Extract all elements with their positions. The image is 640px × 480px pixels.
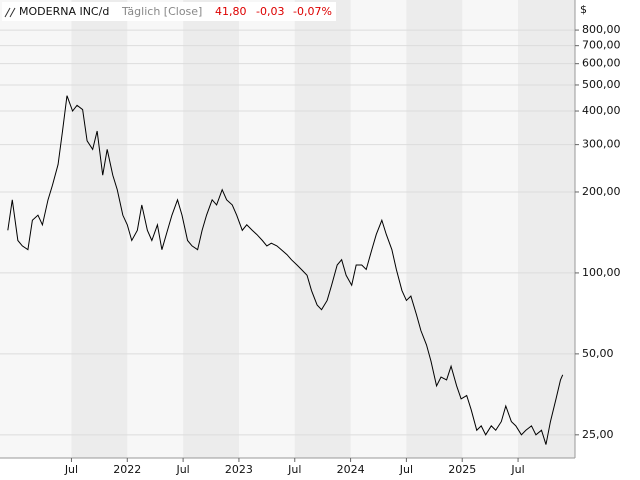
x-tick-label: 2022 xyxy=(113,463,141,476)
x-tick-label: 2024 xyxy=(337,463,365,476)
y-tick-label: 300,00 xyxy=(582,138,621,151)
title: MODERNA INC/d xyxy=(19,5,109,18)
bands xyxy=(71,0,575,458)
change: -0,03 xyxy=(256,5,284,18)
y-tick-label: 400,00 xyxy=(582,104,621,117)
x-tick-label: Jul xyxy=(64,463,78,476)
y-tick-label: 500,00 xyxy=(582,78,621,91)
y-tick-label: 200,00 xyxy=(582,185,621,198)
x-tick-label: Jul xyxy=(510,463,524,476)
last-price: 41,80 xyxy=(215,5,247,18)
subtitle: Täglich [Close] xyxy=(121,5,202,18)
currency: $ xyxy=(580,3,587,16)
price-line xyxy=(7,95,564,445)
grid xyxy=(0,29,575,436)
y-tick-label: 50,00 xyxy=(582,347,614,360)
band xyxy=(71,0,128,458)
y-tick-label: 800,00 xyxy=(582,23,621,36)
band xyxy=(294,0,351,458)
icon xyxy=(4,7,16,18)
header-background xyxy=(2,2,336,21)
y-tick-label: 100,00 xyxy=(582,266,621,279)
x-tick-label: Jul xyxy=(287,463,301,476)
band xyxy=(183,0,239,458)
y-tick-label: 600,00 xyxy=(582,57,621,70)
y-tick-label: 700,00 xyxy=(582,39,621,52)
y-tick-label: 25,00 xyxy=(582,428,614,441)
x-tick-label: Jul xyxy=(399,463,413,476)
x-tick-label: 2025 xyxy=(448,463,476,476)
x-tick-label: Jul xyxy=(175,463,189,476)
lines xyxy=(7,95,564,445)
change-pct: -0,07% xyxy=(293,5,332,18)
x-tick-label: 2023 xyxy=(225,463,253,476)
band xyxy=(406,0,463,458)
band xyxy=(518,0,575,458)
